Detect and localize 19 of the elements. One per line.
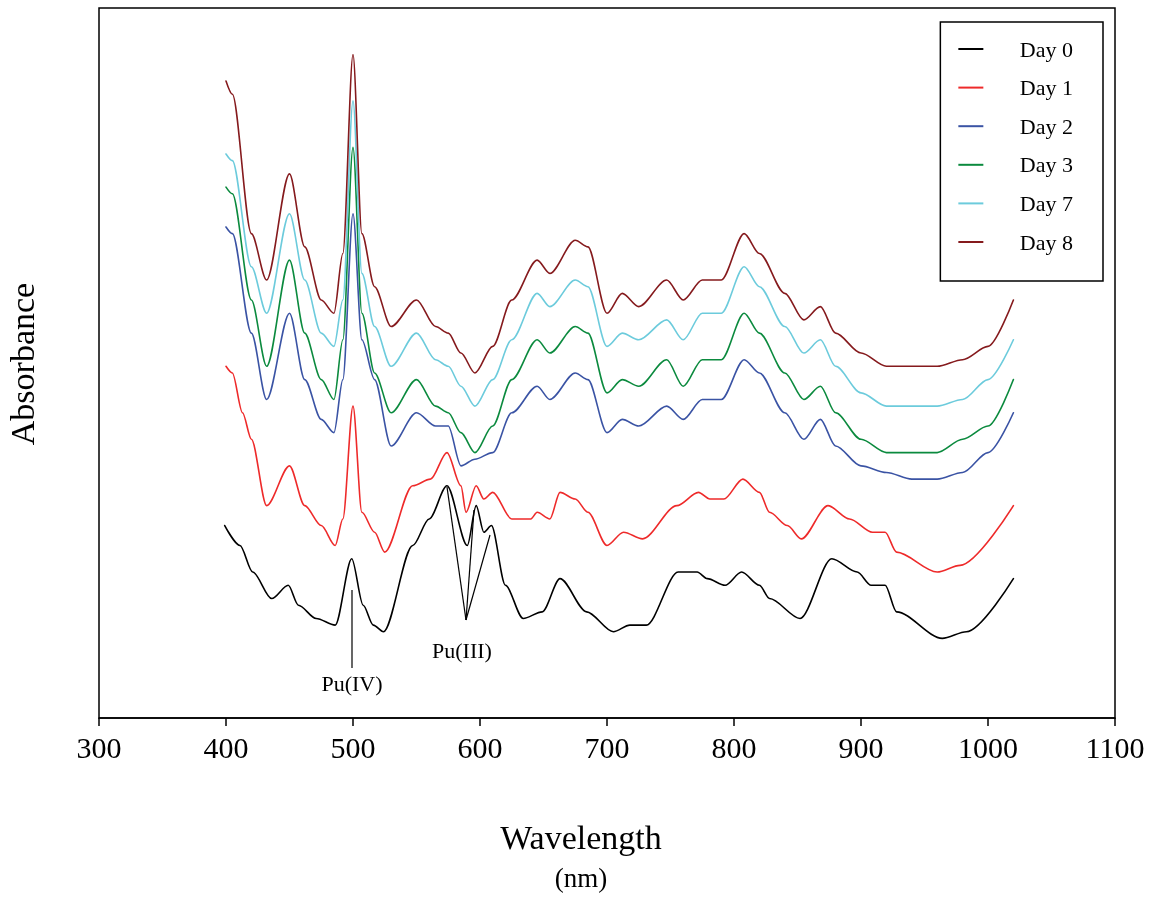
x-tick-label: 500 — [330, 730, 376, 764]
legend-label: Day 8 — [1019, 229, 1073, 255]
legend-label: Day 1 — [1019, 75, 1073, 101]
x-tick-label: 400 — [203, 730, 249, 764]
x-tick-label: 600 — [457, 730, 503, 764]
x-axis-title: Wavelength (nm) — [500, 818, 662, 893]
x-tick-label: 300 — [76, 730, 122, 764]
y-axis-title: Absorbance — [3, 282, 41, 446]
x-tick-label: 800 — [711, 730, 757, 764]
annotation: Pu(IV) — [321, 670, 383, 696]
legend-label: Day 3 — [1019, 152, 1073, 178]
x-tick-label: 1000 — [958, 730, 1018, 764]
x-tick-label: 700 — [584, 730, 630, 764]
legend-label: Day 0 — [1019, 36, 1073, 62]
annotation: Pu(III) — [432, 637, 492, 663]
legend-label: Day 7 — [1019, 190, 1073, 216]
legend-label: Day 2 — [1019, 113, 1073, 139]
x-tick-label: 900 — [838, 730, 884, 764]
x-tick-label: 1100 — [1085, 730, 1145, 764]
